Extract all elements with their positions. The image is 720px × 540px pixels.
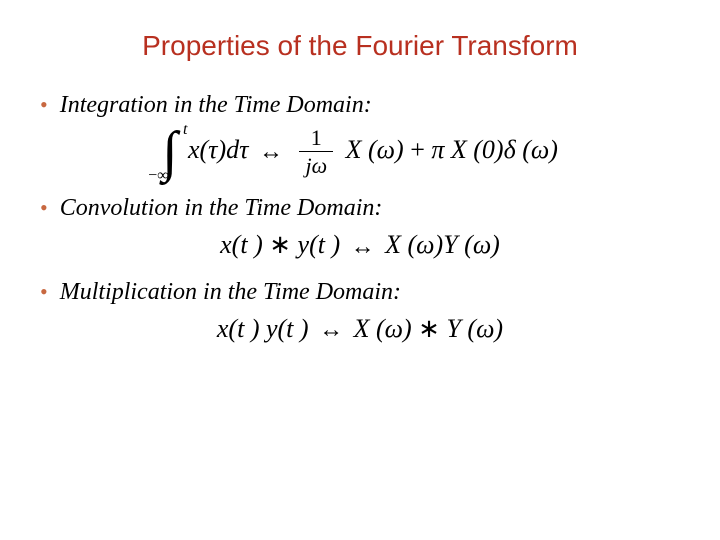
fraction-numerator: 1	[299, 127, 333, 152]
bullet-label: Integration in the Time Domain:	[60, 92, 372, 119]
eq-text: ω	[416, 230, 434, 259]
eq-text: τ	[239, 135, 248, 164]
eq-text: )	[403, 314, 412, 343]
integral-lower-limit: −∞	[148, 167, 168, 185]
integral-upper-limit: t	[183, 121, 187, 139]
arrow-icon: ↔	[351, 234, 375, 260]
bullet-integration: • Integration in the Time Domain:	[40, 92, 680, 119]
eq-text: ω	[531, 135, 549, 164]
eq-text: π	[431, 135, 444, 164]
eq-text: X (	[354, 314, 385, 343]
bullet-dot-icon: •	[40, 281, 48, 303]
eq-text: )	[395, 135, 404, 164]
eq-text: x(	[188, 135, 208, 164]
bullet-label: Convolution in the Time Domain:	[60, 195, 383, 222]
equation-integration: ∫ t −∞ x(τ)dτ ↔ 1 jω X (ω) + π X (0)δ (ω…	[40, 127, 680, 177]
eq-text: y(t )	[298, 230, 341, 259]
equation-convolution: x(t ) ∗ y(t ) ↔ X (ω)Y (ω)	[40, 230, 680, 261]
term-pi-X0-delta: π X (0)δ (ω)	[431, 135, 558, 164]
fraction: 1 jω	[299, 127, 333, 177]
bullet-multiplication: • Multiplication in the Time Domain:	[40, 279, 680, 306]
eq-text: )d	[217, 135, 239, 164]
slide-title: Properties of the Fourier Transform	[40, 30, 680, 62]
conv-star-icon: ∗	[418, 314, 440, 343]
eq-text: X (	[346, 135, 377, 164]
eq-text: ω	[473, 230, 491, 259]
eq-text: x(t )	[220, 230, 263, 259]
integrand: x(τ)dτ	[188, 135, 249, 164]
eq-text: X (	[385, 230, 416, 259]
equation-multiplication: x(t ) y(t ) ↔ X (ω) ∗ Y (ω)	[40, 314, 680, 345]
eq-text: )Y (	[435, 230, 473, 259]
eq-text: )	[491, 230, 500, 259]
eq-text: ω	[377, 135, 395, 164]
eq-text: X (0)	[444, 135, 503, 164]
term-X-omega: X (ω)	[346, 135, 404, 164]
eq-text: δ	[504, 135, 516, 164]
plus-sign: +	[410, 135, 425, 164]
eq-text: )	[549, 135, 558, 164]
conv-star-icon: ∗	[269, 230, 291, 259]
bullet-dot-icon: •	[40, 94, 48, 116]
eq-text: Y (	[446, 314, 476, 343]
slide-container: Properties of the Fourier Transform • In…	[0, 0, 720, 540]
bullet-dot-icon: •	[40, 197, 48, 219]
eq-text: x(t ) y(t )	[217, 314, 309, 343]
eq-text: ω	[312, 153, 328, 178]
eq-text: (	[516, 135, 531, 164]
fraction-denominator: jω	[299, 152, 333, 177]
eq-text: )	[494, 314, 503, 343]
eq-text: ω	[476, 314, 494, 343]
eq-text: ω	[385, 314, 403, 343]
arrow-icon: ↔	[319, 317, 343, 343]
bullet-label: Multiplication in the Time Domain:	[60, 279, 401, 306]
bullet-convolution: • Convolution in the Time Domain:	[40, 195, 680, 222]
integral-icon: ∫ t −∞	[162, 127, 177, 177]
arrow-icon: ↔	[259, 139, 283, 165]
